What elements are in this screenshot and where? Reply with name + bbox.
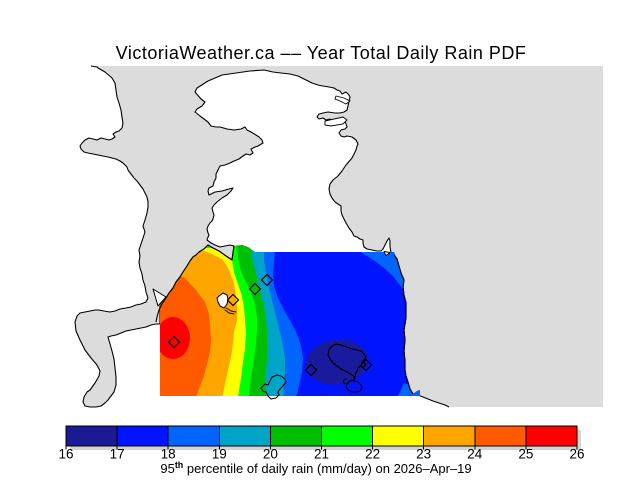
svg-text:21: 21 xyxy=(314,447,329,462)
svg-text:95th percentile of daily rain: 95th percentile of daily rain (mm/day) o… xyxy=(160,460,471,476)
svg-text:16: 16 xyxy=(58,447,73,462)
svg-text:20: 20 xyxy=(263,447,278,462)
svg-text:23: 23 xyxy=(416,447,431,462)
svg-text:19: 19 xyxy=(212,447,227,462)
svg-text:26: 26 xyxy=(569,447,584,462)
svg-text:25: 25 xyxy=(518,447,533,462)
svg-text:22: 22 xyxy=(365,447,380,462)
svg-text:17: 17 xyxy=(110,447,125,462)
svg-text:24: 24 xyxy=(467,447,483,462)
svg-text:18: 18 xyxy=(161,447,176,462)
svg-text:VictoriaWeather.ca –– Year Tot: VictoriaWeather.ca –– Year Total Daily R… xyxy=(116,43,527,63)
